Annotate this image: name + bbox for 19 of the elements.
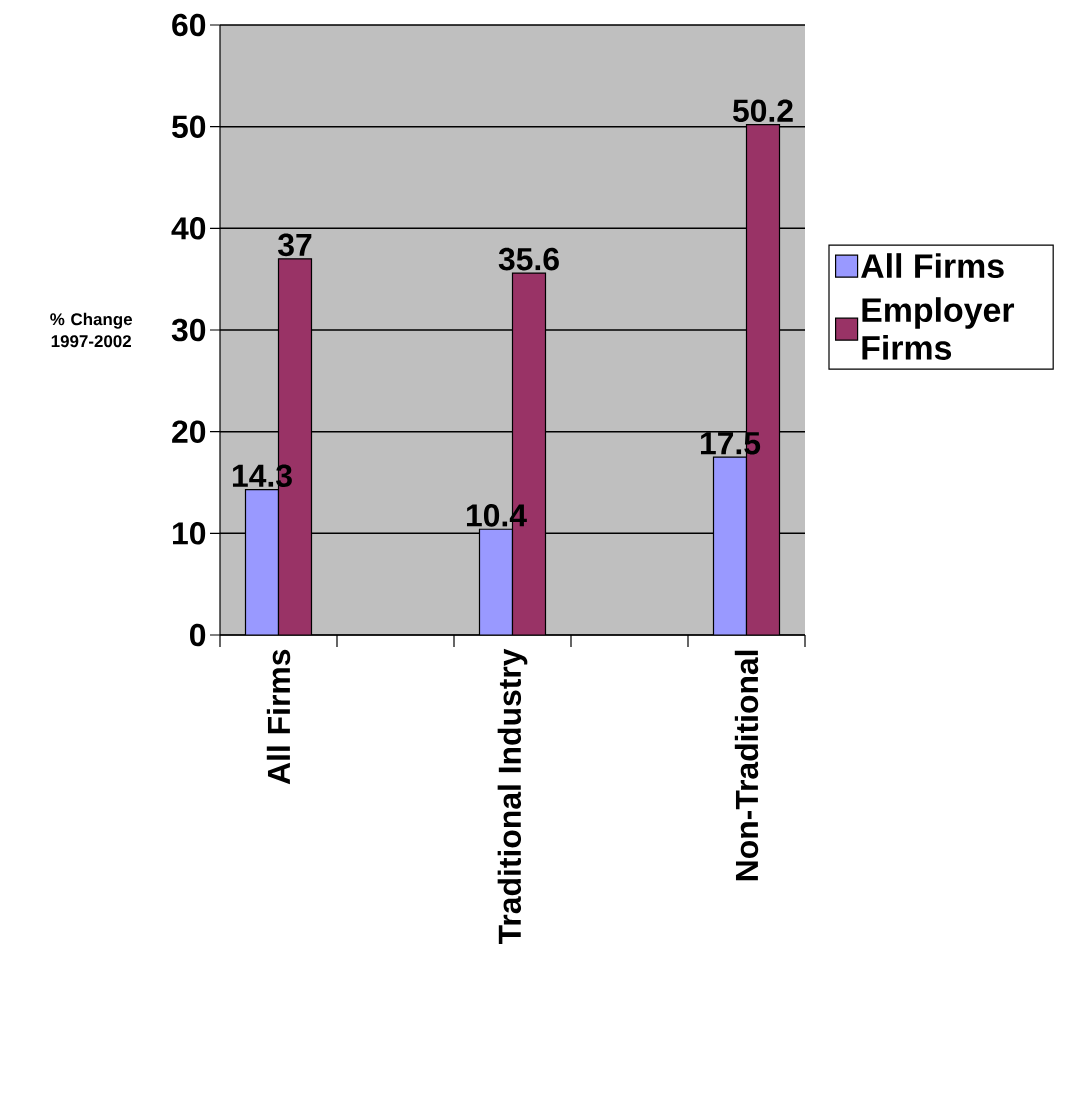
bar xyxy=(479,529,513,635)
legend-label: All Firms xyxy=(861,253,1004,279)
bar xyxy=(245,489,279,635)
y-tick-label: 0 xyxy=(190,623,206,647)
data-label: 35.6 xyxy=(498,247,559,271)
data-label: 50.2 xyxy=(732,99,793,123)
x-tick-label: Traditional Industry xyxy=(497,648,528,944)
y-axis-title: % Change 1997-2002 xyxy=(50,312,132,348)
y-tick-label: 10 xyxy=(173,522,206,545)
y-tick-label: 30 xyxy=(171,318,206,342)
y-tick-label: 50 xyxy=(172,115,206,138)
bar xyxy=(712,456,748,635)
data-label: 37 xyxy=(278,233,312,257)
y-tick-label: 40 xyxy=(171,217,206,240)
y-tick-label: 60 xyxy=(172,13,206,37)
legend-label: Employer Firms xyxy=(862,297,1015,360)
y-tick-label: 20 xyxy=(172,420,206,443)
x-tick-label: All Firms xyxy=(266,649,291,785)
x-tick-label: Non-Traditional xyxy=(734,650,759,881)
